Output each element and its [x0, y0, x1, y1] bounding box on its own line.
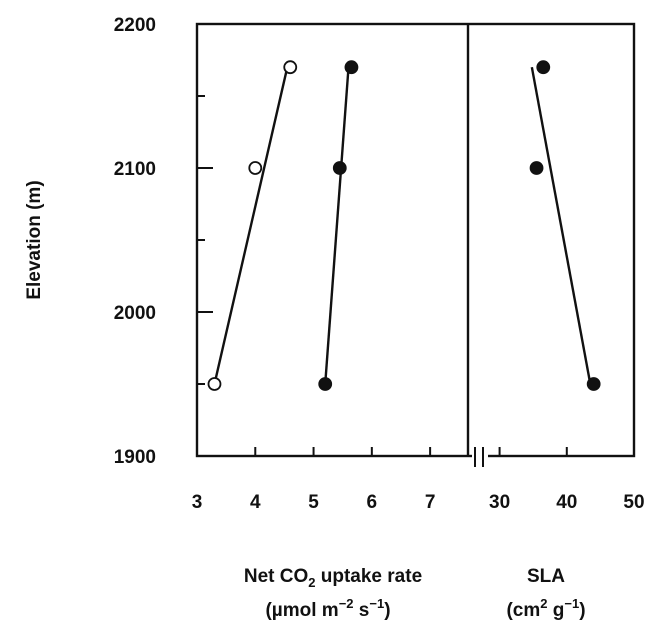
x-tick-label: 50	[623, 492, 644, 513]
filled-circle-point	[344, 60, 359, 75]
open-circle-point	[283, 60, 298, 75]
filled-circle-point	[586, 377, 601, 391]
open-circle-point	[248, 161, 263, 175]
filled-circle-point	[318, 377, 333, 391]
x-tick-label: 6	[367, 492, 378, 513]
regression-line	[213, 66, 289, 385]
panel-net-co2-uptake: 3 4 5 6 7	[192, 60, 436, 513]
x-tick-label: 30	[489, 492, 510, 513]
x-tick-label: 4	[250, 492, 261, 513]
y-tick-label: 2100	[114, 159, 156, 180]
regression-line	[324, 67, 350, 385]
plot-frame	[195, 22, 636, 467]
x-axis-labels: Net CO2 uptake rate (µmol m−2 s−1) SLA (cm2…	[244, 566, 586, 621]
x-label-net-co2: Net CO2 uptake rate	[244, 566, 422, 590]
x-tick-label: 5	[308, 492, 319, 513]
x-label-sla: SLA	[527, 566, 565, 587]
filled-circle-point	[536, 60, 551, 75]
regression-line	[530, 66, 592, 385]
y-tick-label: 1900	[114, 447, 156, 468]
x-label-sla-units: (cm2 g−1)	[506, 596, 585, 621]
y-tick-label: 2000	[114, 303, 156, 324]
y-tick-label: 2200	[114, 15, 156, 36]
axis-break-gap	[472, 453, 488, 459]
y-axis-label: Elevation (m)	[24, 180, 45, 299]
x-tick-label: 7	[425, 492, 436, 513]
plot-border	[195, 22, 636, 458]
x-label-net-co2-units: (µmol m−2 s−1)	[265, 596, 390, 621]
open-circle-point	[207, 377, 222, 391]
panel-sla: 30 40 50	[472, 60, 645, 513]
filled-circle-point	[332, 161, 347, 175]
x-tick-label: 3	[192, 492, 203, 513]
x-tick-label: 40	[556, 492, 577, 513]
filled-circle-point	[529, 161, 544, 175]
